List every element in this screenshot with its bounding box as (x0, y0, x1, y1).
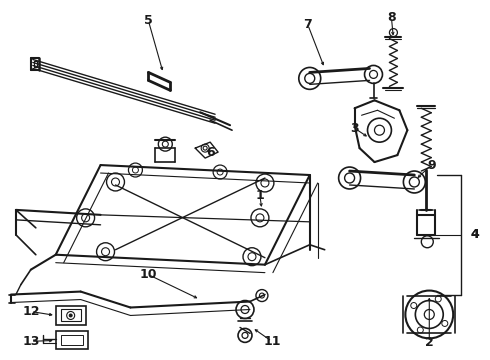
Text: 13: 13 (22, 335, 40, 348)
Text: 2: 2 (425, 336, 434, 349)
Text: 7: 7 (303, 18, 312, 31)
Text: 4: 4 (471, 228, 480, 241)
Text: 1: 1 (256, 189, 264, 202)
Bar (56, 306, 86, 325)
Bar (61, 336, 83, 345)
Circle shape (69, 314, 72, 317)
Text: 8: 8 (387, 11, 396, 24)
Text: 5: 5 (144, 14, 153, 27)
Text: 12: 12 (22, 305, 40, 318)
Text: 9: 9 (427, 158, 436, 172)
Bar (56, 332, 88, 349)
Text: 11: 11 (263, 335, 281, 348)
Text: 6: 6 (206, 145, 215, 159)
Bar (61, 310, 81, 321)
Text: 3: 3 (350, 122, 359, 135)
Text: 4: 4 (471, 228, 480, 241)
Text: 10: 10 (140, 268, 157, 281)
